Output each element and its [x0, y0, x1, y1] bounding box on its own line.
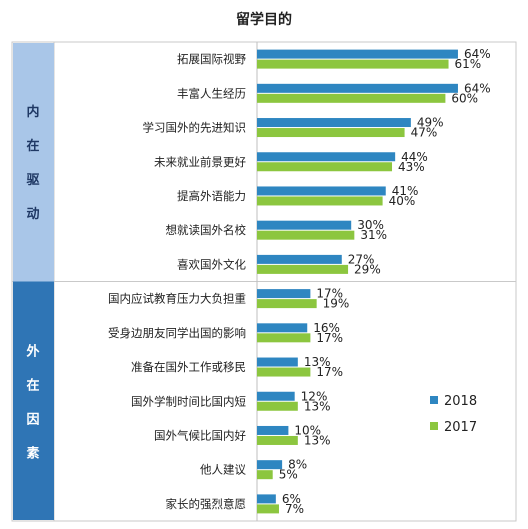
category-label: 喜欢国外文化	[177, 257, 246, 271]
value-label: 17%	[316, 331, 343, 345]
bar-2018	[257, 460, 283, 470]
value-label: 27%	[348, 252, 375, 266]
category-label: 他人建议	[200, 463, 246, 477]
bar-2017	[257, 367, 311, 377]
bar-2018	[257, 220, 352, 230]
value-label: 13%	[304, 399, 331, 413]
category-label: 准备在国外工作或移民	[131, 360, 246, 374]
value-label: 19%	[323, 297, 350, 311]
bar-2017	[257, 470, 273, 480]
bar-2017	[257, 264, 349, 274]
bar-2018	[257, 323, 308, 333]
group-label-char: 内	[26, 104, 39, 120]
value-label: 7%	[285, 502, 304, 516]
value-label: 30%	[357, 218, 384, 232]
group-label-char: 因	[26, 412, 39, 427]
chart-title: 留学目的	[236, 11, 292, 28]
category-label: 丰富人生经历	[177, 86, 246, 100]
bar-2018	[257, 49, 458, 59]
category-label: 家长的强烈意愿	[166, 497, 247, 511]
value-label: 49%	[417, 116, 444, 130]
category-label: 国外气候比国内好	[154, 428, 246, 442]
chart-frame	[11, 41, 517, 522]
bar-2018	[257, 83, 458, 93]
bar-2017	[257, 128, 405, 138]
legend-swatch-2018	[430, 396, 438, 404]
legend-label-2018: 2018	[444, 394, 477, 409]
group-label-char: 在	[26, 377, 39, 393]
bar-2018	[257, 289, 311, 299]
value-label: 17%	[316, 365, 343, 379]
value-label: 64%	[464, 81, 491, 95]
bar-2018	[257, 494, 276, 504]
category-label: 拓展国际视野	[177, 52, 246, 66]
legend-swatch-2017	[430, 422, 438, 430]
category-label: 提高外语能力	[177, 189, 246, 203]
value-label: 13%	[304, 355, 331, 369]
category-label: 国内应试教育压力大负担重	[108, 292, 246, 306]
value-label: 61%	[455, 57, 482, 71]
value-label: 6%	[282, 492, 301, 506]
category-label: 想就读国外名校	[166, 223, 247, 237]
value-label: 13%	[304, 433, 331, 447]
value-label: 8%	[288, 458, 307, 472]
bar-2017	[257, 196, 383, 206]
group-label-char: 在	[26, 138, 39, 154]
group-panel	[13, 43, 54, 282]
value-label: 40%	[389, 194, 416, 208]
value-label: 41%	[392, 184, 419, 198]
bar-2017	[257, 162, 393, 172]
bar-2018	[257, 357, 298, 367]
group-label-char: 驱	[26, 173, 39, 188]
bar-2017	[257, 93, 446, 103]
value-label: 10%	[294, 423, 321, 437]
value-label: 31%	[360, 228, 387, 242]
value-label: 47%	[411, 126, 438, 140]
value-label: 29%	[354, 262, 381, 276]
bar-2017	[257, 401, 298, 411]
bar-2018	[257, 118, 411, 128]
bars	[257, 49, 458, 514]
bar-2017	[257, 59, 449, 69]
group-label-char: 外	[25, 343, 39, 359]
category-labels: 拓展国际视野丰富人生经历学习国外的先进知识未来就业前景更好提高外语能力想就读国外…	[108, 52, 246, 511]
group-label-char: 动	[26, 207, 39, 222]
value-label: 17%	[316, 287, 343, 301]
bar-2017	[257, 299, 317, 309]
bar-2018	[257, 425, 289, 435]
legend-label-2017: 2017	[444, 420, 477, 435]
bar-2017	[257, 435, 298, 445]
value-label: 12%	[301, 389, 328, 403]
value-labels: 64%61%64%60%49%47%44%43%41%40%30%31%27%2…	[279, 47, 491, 516]
group-label-char: 素	[26, 445, 39, 461]
value-label: 16%	[313, 321, 340, 335]
legend: 2018 2017	[430, 394, 477, 435]
category-label: 国外学制时间比国内短	[131, 394, 246, 408]
bar-2018	[257, 186, 386, 196]
value-label: 64%	[464, 47, 491, 61]
value-label: 44%	[401, 150, 428, 164]
bar-2018	[257, 152, 396, 162]
group-panel	[13, 281, 54, 520]
bar-2017	[257, 504, 279, 514]
category-label: 未来就业前景更好	[154, 155, 246, 169]
bar-2018	[257, 391, 295, 401]
category-label: 学习国外的先进知识	[143, 121, 247, 135]
value-label: 5%	[279, 468, 298, 482]
value-label: 43%	[398, 160, 425, 174]
value-label: 60%	[451, 91, 478, 105]
bar-2018	[257, 254, 342, 264]
category-label: 受身边朋友同学出国的影响	[108, 326, 246, 340]
bar-2017	[257, 230, 355, 240]
bar-2017	[257, 333, 311, 343]
